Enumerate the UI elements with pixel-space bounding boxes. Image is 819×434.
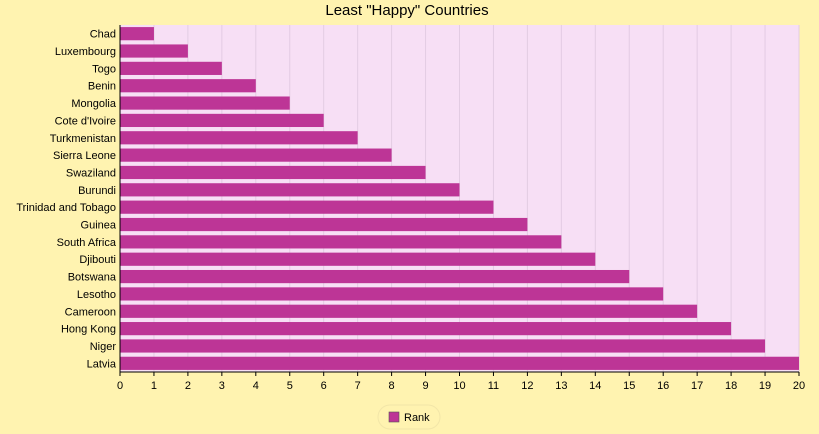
x-tick-label: 7 (355, 380, 361, 392)
bar[interactable] (120, 200, 494, 214)
x-tick-label: 1 (151, 380, 157, 392)
x-tick-label: 15 (623, 380, 635, 392)
category-label: Lesotho (77, 289, 116, 301)
x-tick-label: 11 (488, 380, 499, 392)
chart-title: Least "Happy" Countries (325, 2, 488, 19)
x-tick-label: 6 (321, 380, 327, 392)
bar[interactable] (120, 217, 528, 232)
bar[interactable] (120, 165, 426, 180)
x-tick-label: 9 (422, 380, 428, 392)
legend-frame (377, 404, 441, 430)
x-tick-label: 18 (725, 380, 737, 392)
category-label: Mongolia (71, 98, 117, 110)
category-label: Latvia (87, 358, 117, 370)
x-tick-label: 8 (389, 380, 395, 392)
legend-swatch-rank (388, 411, 400, 423)
category-label: Swaziland (66, 167, 116, 179)
category-label: Trinidad and Tobago (16, 202, 116, 214)
bar[interactable] (120, 148, 392, 162)
category-label: Togo (92, 63, 116, 75)
x-tick-label: 5 (287, 380, 293, 392)
category-label: Burundi (78, 185, 116, 197)
category-label: Luxembourg (55, 46, 116, 58)
category-label: Turkmenistan (50, 133, 116, 145)
x-tick-label: 13 (555, 380, 567, 392)
x-tick-label: 10 (453, 380, 465, 392)
bar[interactable] (120, 113, 324, 128)
category-label: Botswana (68, 272, 117, 284)
plot-area: Chad Luxembourg Togo Benin Mongolia Cote d'Iv… (16, 25, 805, 392)
category-label: Djibouti (79, 254, 116, 266)
x-tick-label: 16 (657, 380, 669, 392)
x-tick-label: 14 (589, 380, 601, 392)
category-label: South Africa (57, 237, 117, 249)
bar[interactable] (120, 322, 732, 336)
bar[interactable] (120, 61, 222, 75)
category-label: Niger (90, 341, 117, 353)
category-label: Sierra Leone (53, 150, 116, 162)
bar[interactable] (120, 131, 358, 145)
bar[interactable] (120, 235, 562, 249)
category-label: Hong Kong (61, 324, 116, 336)
x-tick-label: 2 (185, 380, 191, 392)
x-tick-label: 3 (219, 380, 225, 392)
legend[interactable]: Rank (377, 404, 441, 430)
bar[interactable] (120, 252, 596, 266)
category-label: Chad (90, 29, 116, 41)
category-label: Cameroon (65, 306, 116, 318)
bar[interactable] (120, 356, 799, 370)
bar[interactable] (120, 269, 630, 284)
bar[interactable] (120, 79, 256, 93)
bar[interactable] (120, 44, 188, 58)
legend-label-rank: Rank (404, 412, 430, 424)
bar[interactable] (120, 304, 698, 318)
x-tick-label: 20 (793, 380, 805, 392)
x-tick-label: 4 (253, 380, 259, 392)
x-tick-label: 17 (691, 380, 703, 392)
bar[interactable] (120, 27, 154, 41)
category-label: Guinea (81, 220, 117, 232)
category-label: Benin (88, 81, 116, 93)
category-label: Cote d'Ivoire (55, 115, 116, 127)
x-tick-label: 12 (521, 380, 533, 392)
bar[interactable] (120, 96, 290, 110)
x-tick-label: 19 (759, 380, 771, 392)
bar[interactable] (120, 287, 664, 301)
bar[interactable] (120, 339, 766, 353)
x-tick-label: 0 (117, 380, 123, 392)
bar[interactable] (120, 183, 460, 197)
